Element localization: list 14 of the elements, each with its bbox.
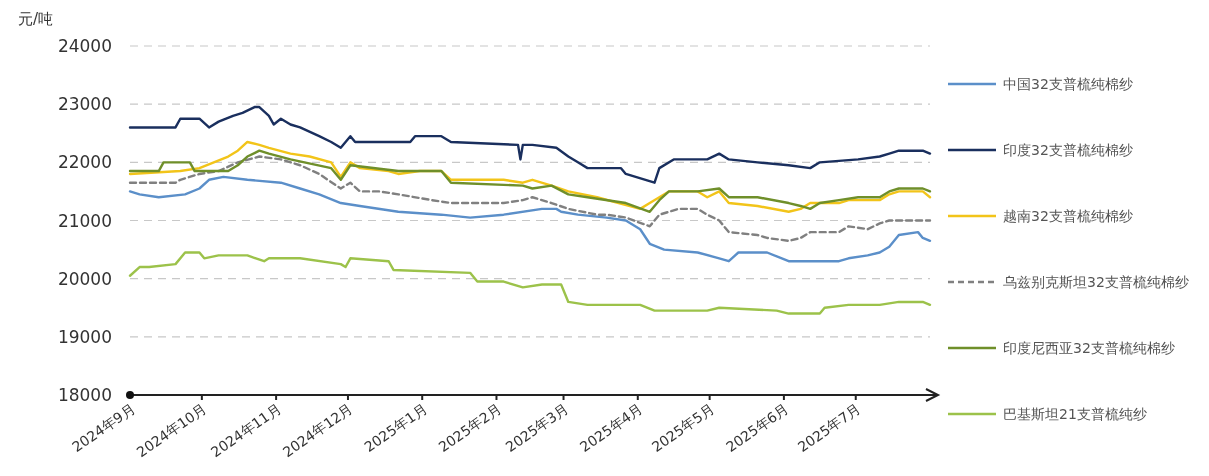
legend-label: 中国32支普梳纯棉纱 [1003, 76, 1133, 92]
legend-label: 乌兹别克斯坦32支普梳纯棉纱 [1003, 274, 1189, 290]
y-tick-label: 22000 [57, 152, 112, 173]
legend-label: 巴基斯坦21支普梳纯纱 [1003, 406, 1147, 422]
y-tick-label: 20000 [57, 268, 112, 289]
y-tick-label: 19000 [57, 326, 112, 347]
legend-label: 印度尼西亚32支普梳纯棉纱 [1003, 340, 1175, 356]
y-tick-label: 21000 [57, 210, 112, 231]
y-tick-label: 18000 [57, 385, 112, 405]
y-axis-title: 元/吨 [18, 10, 54, 28]
y-tick-label: 24000 [57, 36, 112, 56]
legend-label: 印度32支普梳纯棉纱 [1003, 142, 1133, 158]
legend-label: 越南32支普梳纯棉纱 [1003, 208, 1133, 224]
y-tick-label: 23000 [57, 94, 112, 115]
